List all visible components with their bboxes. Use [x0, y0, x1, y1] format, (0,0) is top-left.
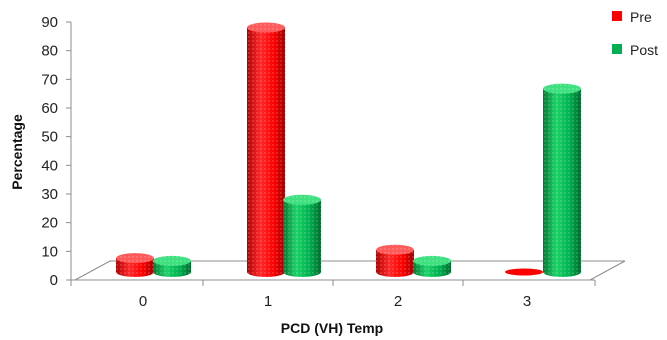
bar-pre-0 — [116, 253, 154, 277]
bar-post-1 — [283, 194, 321, 277]
bar-post-2 — [413, 255, 451, 277]
bars — [116, 22, 581, 278]
y-tick-label: 50 — [41, 129, 58, 146]
bar-cap-texture — [543, 83, 581, 94]
bar-texture — [376, 249, 414, 277]
y-tick-label: 90 — [41, 14, 58, 31]
bar-post-0 — [153, 255, 191, 277]
bar-cap-texture — [116, 253, 154, 264]
legend: Pre Post — [612, 9, 658, 58]
bar-pre-2 — [376, 244, 414, 277]
y-tick-label: 80 — [41, 43, 58, 60]
x-tick-label: 2 — [394, 293, 402, 310]
bar-cap-texture — [247, 22, 285, 33]
bar-cap-texture — [283, 194, 321, 205]
legend-label-post: Post — [630, 42, 658, 58]
x-tick-label: 3 — [523, 293, 531, 310]
bar-texture — [247, 27, 285, 277]
legend-swatch-post — [612, 44, 622, 54]
legend-swatch-pre — [612, 11, 622, 21]
bar-cap-texture — [413, 255, 451, 266]
bar-pre-3 — [505, 268, 543, 276]
bar-texture — [543, 88, 581, 278]
bar-texture — [283, 199, 321, 277]
x-axis-title: PCD (VH) Temp — [281, 320, 383, 336]
x-tick-label: 1 — [264, 293, 272, 310]
x-tick-label: 0 — [139, 293, 147, 310]
bar-pre-1 — [247, 22, 285, 277]
bar-texture — [116, 258, 154, 277]
legend-label-pre: Pre — [630, 9, 652, 25]
y-tick-label: 30 — [41, 186, 58, 203]
bar-cap — [505, 268, 543, 276]
y-tick-label: 60 — [41, 100, 58, 117]
x-axis-ticks: 0 1 2 3 — [70, 280, 596, 310]
y-tick-label: 40 — [41, 157, 58, 174]
y-axis-title: Percentage — [9, 114, 25, 190]
bar-cap-texture — [376, 244, 414, 255]
bar-post-3 — [543, 83, 581, 278]
y-tick-label: 0 — [50, 272, 58, 289]
y-tick-label: 10 — [41, 243, 58, 260]
y-tick-label: 20 — [41, 215, 58, 232]
y-axis-ticks: 0 10 20 30 40 50 60 70 80 90 — [41, 14, 71, 289]
bar-cap-texture — [153, 255, 191, 266]
y-tick-label: 70 — [41, 71, 58, 88]
